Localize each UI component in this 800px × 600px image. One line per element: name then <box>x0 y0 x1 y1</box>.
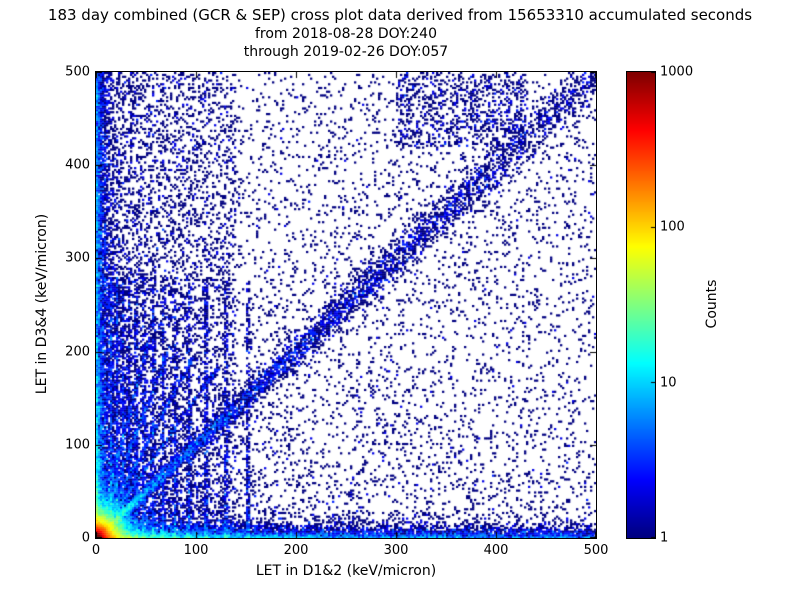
x-tick-label: 100 <box>183 543 209 558</box>
y-tick-label: 500 <box>65 64 90 80</box>
colorbar-tick-label: 10 <box>660 375 677 391</box>
colorbar-canvas <box>627 72 655 538</box>
chart-title-line3: through 2019-02-26 DOY:057 <box>243 44 449 60</box>
plot-frame <box>95 71 597 539</box>
x-axis-label: LET in D1&2 (keV/micron) <box>255 563 437 579</box>
plot-canvas <box>96 72 596 538</box>
colorbar-tick-label: 1000 <box>660 64 694 80</box>
chart-title-line1: 183 day combined (GCR & SEP) cross plot … <box>47 6 753 24</box>
y-tick-label: 400 <box>65 157 90 173</box>
x-tick-label: 0 <box>91 543 101 558</box>
y-tick-label: 200 <box>65 344 90 360</box>
x-tick-label: 400 <box>483 543 509 558</box>
colorbar-label: Counts <box>704 279 720 329</box>
y-tick-label: 300 <box>65 250 90 266</box>
x-tick-label: 500 <box>583 543 609 558</box>
colorbar-frame <box>626 71 656 539</box>
y-tick-label: 100 <box>65 437 90 453</box>
y-tick-label: 0 <box>81 530 90 546</box>
y-axis-label: LET in D3&4 (keV/micron) <box>34 213 50 395</box>
colorbar-tick-label: 100 <box>660 219 685 235</box>
x-tick-label: 300 <box>383 543 409 558</box>
colorbar-tick-label: 1 <box>660 530 669 546</box>
x-tick-label: 200 <box>283 543 309 558</box>
chart-title-line2: from 2018-08-28 DOY:240 <box>254 26 437 42</box>
